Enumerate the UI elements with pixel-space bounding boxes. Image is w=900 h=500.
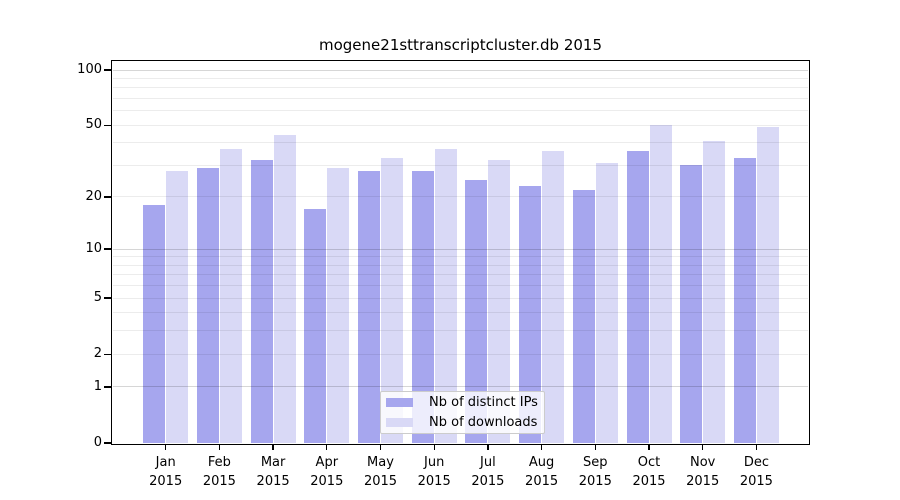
gridline-70: [113, 97, 808, 99]
bar-distinct-ips-dec: [733, 157, 756, 443]
bar-distinct-ips-nov: [680, 165, 703, 443]
bar-distinct-ips-apr: [304, 209, 327, 443]
y-tick-label-20: 20: [85, 188, 102, 204]
y-tick-label-100: 100: [77, 62, 102, 77]
x-tick-label-nov: Nov 2015: [686, 455, 720, 489]
gridline-20: [113, 196, 808, 198]
y-tick-100: [104, 69, 111, 71]
bar-distinct-ips-oct: [626, 151, 649, 443]
bar-downloads-nov: [703, 140, 726, 443]
x-tick-jul: [487, 444, 489, 450]
x-tick-label-mar: Mar 2015: [256, 455, 290, 489]
bar-distinct-ips-jun: [411, 170, 434, 443]
gridline-80: [113, 87, 808, 89]
bar-distinct-ips-mar: [250, 160, 273, 443]
gridline-4: [113, 312, 808, 314]
gridline-100: [113, 69, 808, 71]
x-tick-aug: [540, 444, 543, 450]
x-tick-label-feb: Feb 2015: [202, 455, 236, 489]
y-tick-20: [104, 196, 111, 198]
y-tick-5: [104, 297, 111, 299]
bar-downloads-jun: [434, 149, 457, 443]
bar-downloads-feb: [219, 149, 242, 443]
y-tick-0: [104, 442, 111, 444]
x-tick-label-oct: Oct 2015: [632, 455, 666, 489]
gridline-50: [113, 124, 808, 126]
gridline-30: [113, 164, 808, 166]
x-tick-dec: [755, 444, 758, 450]
legend-label-distinct-ips: Nb of distinct IPs: [429, 394, 538, 410]
y-tick-10: [104, 248, 111, 250]
x-tick-label-apr: Apr 2015: [310, 455, 344, 489]
bar-distinct-ips-jan: [143, 205, 166, 443]
x-tick-label-may: May 2015: [363, 455, 398, 489]
gridline-2: [113, 353, 808, 355]
x-tick-label-jan: Jan 2015: [149, 455, 183, 489]
x-tick-label-sep: Sep 2015: [578, 455, 612, 489]
legend-swatch-distinct-ips: [386, 398, 413, 407]
y-tick-label-50: 50: [85, 117, 102, 133]
y-tick-label-10: 10: [85, 241, 102, 257]
legend-item-downloads: Nb of downloads: [381, 414, 544, 431]
chart-title: mogene21sttranscriptcluster.db 2015: [319, 36, 602, 54]
bar-downloads-jul: [488, 160, 511, 443]
bar-downloads-dec: [756, 126, 779, 443]
bar-distinct-ips-may: [358, 170, 380, 443]
x-tick-jun: [433, 444, 435, 450]
y-tick-label-2: 2: [93, 346, 102, 362]
x-tick-feb: [218, 444, 221, 450]
gridline-6: [113, 285, 808, 287]
gridline-8: [113, 264, 808, 266]
gridline-1: [113, 386, 808, 388]
bar-downloads-apr: [327, 168, 350, 443]
legend: Nb of distinct IPs Nb of downloads: [380, 391, 545, 434]
x-tick-label-dec: Dec 2015: [739, 455, 773, 489]
x-tick-label-aug: Aug 2015: [525, 455, 559, 489]
gridline-7: [113, 274, 808, 276]
y-tick-50: [104, 124, 111, 126]
x-tick-mar: [272, 444, 274, 450]
y-tick-label-1: 1: [93, 378, 102, 394]
x-tick-label-jul: Jul 2015: [471, 455, 505, 489]
bar-downloads-may: [381, 157, 403, 443]
bar-downloads-sep: [595, 162, 618, 443]
y-tick-1: [104, 386, 111, 388]
y-tick-label-5: 5: [93, 290, 102, 306]
bar-distinct-ips-aug: [519, 186, 542, 443]
x-tick-sep: [594, 444, 596, 450]
x-tick-jan: [165, 444, 167, 450]
x-tick-may: [379, 444, 382, 450]
gridline-40: [113, 142, 808, 144]
gridline-10: [113, 248, 808, 250]
gridline-5: [113, 297, 808, 299]
bar-downloads-jan: [166, 170, 189, 443]
legend-item-distinct-ips: Nb of distinct IPs: [381, 394, 544, 411]
x-tick-apr: [326, 444, 328, 450]
gridline-3: [113, 330, 808, 332]
gridline-9: [113, 256, 808, 258]
y-tick-label-0: 0: [93, 435, 102, 450]
legend-label-downloads: Nb of downloads: [429, 414, 538, 430]
x-tick-oct: [648, 444, 650, 450]
bar-distinct-ips-sep: [572, 189, 595, 443]
bar-distinct-ips-feb: [196, 168, 219, 443]
legend-swatch-downloads: [386, 418, 413, 427]
y-tick-2: [104, 353, 111, 355]
x-tick-label-jun: Jun 2015: [417, 455, 451, 489]
bar-downloads-oct: [649, 125, 672, 443]
gridline-90: [113, 77, 808, 79]
gridline-60: [113, 110, 808, 112]
bar-downloads-aug: [542, 151, 565, 443]
bar-downloads-mar: [273, 135, 296, 443]
x-tick-nov: [702, 444, 704, 450]
bar-distinct-ips-jul: [465, 179, 488, 443]
